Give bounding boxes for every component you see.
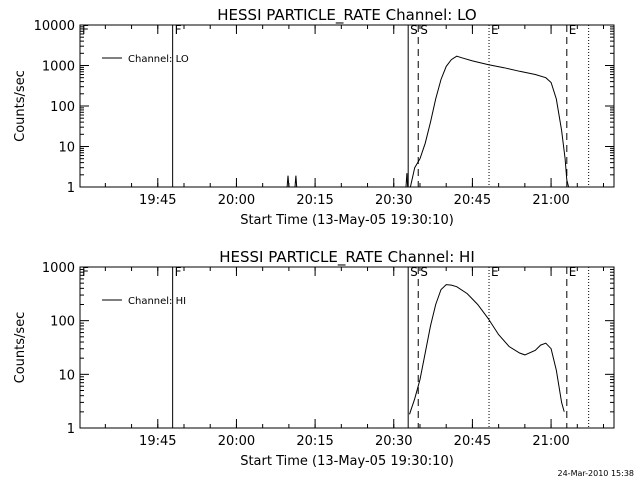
panel2-y-tick-label: 100	[50, 315, 75, 330]
panel2-legend-label: Channel: HI	[128, 296, 186, 307]
panel2-plot-frame	[79, 266, 615, 429]
panel2-x-tick-label: 20:45	[454, 434, 491, 449]
panel1-series-line	[409, 55, 570, 188]
panel1-x-tick-label: 20:00	[218, 193, 255, 208]
panel1-chart-title: HESSI PARTICLE_RATE Channel: LO	[217, 6, 476, 25]
panel2-x-axis-label: Start Time (13-May-05 19:30:10)	[240, 454, 454, 469]
panel1-series-line	[405, 173, 409, 188]
panel1-x-tick-label: 20:30	[375, 193, 412, 208]
panel1-event-marker-label: S	[410, 23, 418, 37]
panel2-event-marker-label: S	[420, 265, 428, 279]
panel1-y-tick-label: 100	[50, 100, 75, 115]
footer-timestamp: 24-Mar-2010 15:38	[557, 469, 635, 478]
panel1-legend-label: Channel: LO	[128, 54, 189, 65]
panel1-y-tick-label: 10	[58, 141, 75, 156]
panel1-event-marker-label: E	[569, 23, 577, 37]
panel1-event-marker-label: S	[420, 23, 428, 37]
panel1-event-marker-label: E	[491, 23, 499, 37]
panel2-x-tick-label: 20:00	[218, 434, 255, 449]
panel1-x-axis-label: Start Time (13-May-05 19:30:10)	[240, 213, 454, 228]
panel1-plot-frame	[79, 24, 615, 188]
panel1-x-tick-label: 20:45	[454, 193, 491, 208]
panel1-event-marker-label: F	[175, 23, 182, 37]
panel2-event-marker-label: F	[82, 265, 89, 279]
panel2-x-tick-label: 20:30	[375, 434, 412, 449]
panel1-event-marker-label: F	[82, 23, 89, 37]
panel1-y-tick-label: 10000	[34, 19, 75, 34]
panel2-x-tick-label: 19:45	[139, 434, 176, 449]
panel1-series-line	[294, 175, 298, 188]
panel2-y-tick-label: 1	[67, 422, 75, 437]
panel2-event-marker-label: E	[491, 265, 499, 279]
panel2-x-tick-label: 21:00	[532, 434, 569, 449]
panel2-event-marker-label: S	[410, 265, 418, 279]
panel2-series-line	[409, 284, 565, 415]
panel2-event-marker-label: E	[569, 265, 577, 279]
panel1-x-tick-label: 19:45	[139, 193, 176, 208]
panel1-series-line	[286, 175, 290, 188]
panel2-y-tick-label: 1000	[42, 261, 75, 276]
panel1-x-tick-label: 21:00	[532, 193, 569, 208]
panel1-x-tick-label: 20:15	[296, 193, 333, 208]
panel1-y-tick-label: 1	[67, 181, 75, 196]
panel2-y-axis-label: Counts/sec	[13, 312, 28, 384]
panel2-chart-title: HESSI PARTICLE_RATE Channel: HI	[219, 248, 475, 267]
panel2-y-tick-label: 10	[58, 368, 75, 383]
panel2-event-marker-label: F	[175, 265, 182, 279]
panel1-y-tick-label: 1000	[42, 60, 75, 75]
panel1-y-axis-label: Counts/sec	[13, 70, 28, 142]
panel2-x-tick-label: 20:15	[296, 434, 333, 449]
